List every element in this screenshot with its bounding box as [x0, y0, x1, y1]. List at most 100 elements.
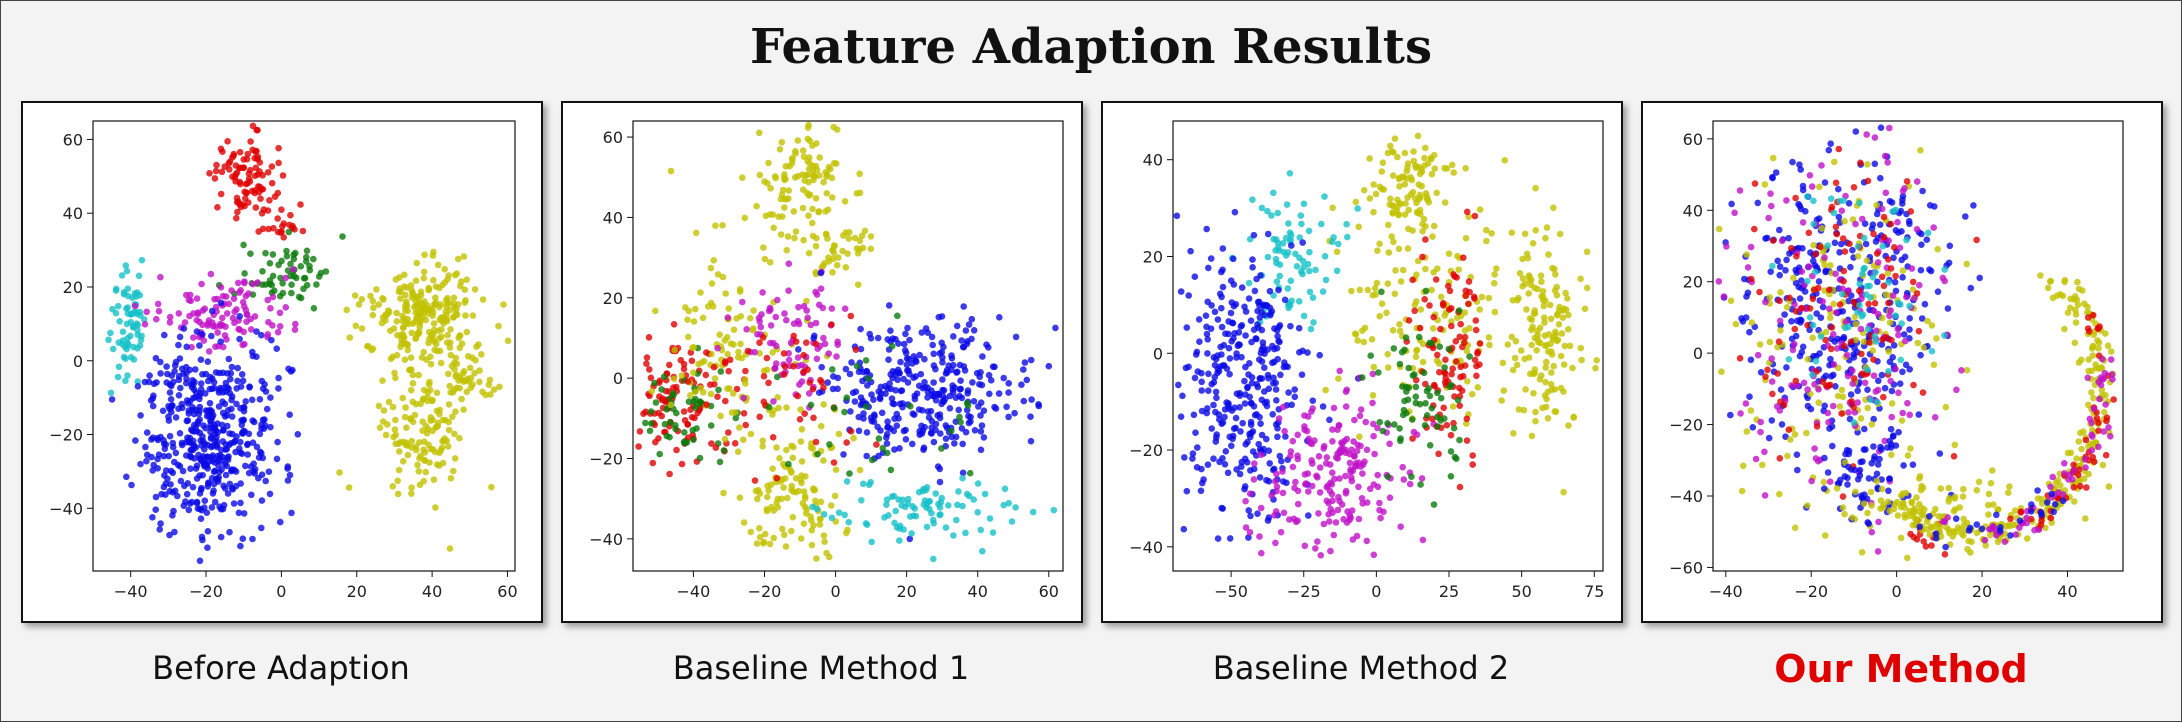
scatter-point: [895, 415, 902, 422]
scatter-point: [2096, 395, 2103, 403]
scatter-point: [804, 157, 811, 165]
scatter-point: [1195, 316, 1203, 323]
scatter-point: [824, 206, 832, 213]
scatter-point: [1448, 318, 1455, 325]
scatter-point: [708, 350, 715, 358]
scatter-point: [1449, 403, 1457, 410]
scatter-point: [1370, 551, 1378, 559]
scatter-point: [682, 304, 689, 311]
scatter-point: [1282, 433, 1289, 440]
scatter-point: [2100, 375, 2107, 383]
scatter-point: [1052, 324, 1059, 332]
scatter-point: [1900, 331, 1908, 338]
scatter-point: [1918, 241, 1925, 248]
scatter-point: [1804, 386, 1811, 393]
scatter-point: [190, 334, 197, 341]
scatter-point: [1744, 264, 1752, 271]
scatter-point: [1219, 419, 1227, 426]
scatter-point: [1924, 317, 1931, 325]
scatter-point: [893, 422, 901, 430]
scatter-point: [189, 483, 197, 491]
scatter-point: [1441, 199, 1449, 206]
scatter-point: [995, 390, 1003, 397]
scatter-point: [1919, 187, 1926, 195]
scatter-point: [1284, 285, 1292, 292]
scatter-point: [865, 375, 872, 383]
scatter-point: [1857, 415, 1865, 422]
scatter-point: [1973, 486, 1981, 494]
scatter-point: [219, 343, 227, 351]
scatter-point: [1285, 389, 1292, 396]
scatter-point: [1559, 314, 1567, 321]
scatter-point: [1309, 294, 1317, 301]
scatter-point: [1873, 398, 1881, 406]
scatter-point: [794, 137, 802, 144]
scatter-point: [1528, 316, 1536, 324]
scatter-point: [707, 264, 715, 272]
scatter-point: [1441, 364, 1448, 371]
scatter-point: [1869, 347, 1877, 354]
scatter-point: [890, 427, 898, 435]
scatter-point: [1825, 146, 1833, 154]
scatter-point: [1811, 381, 1818, 388]
scatter-point: [773, 373, 781, 381]
scatter-point: [165, 452, 172, 460]
scatter-point: [1547, 381, 1555, 388]
y-tick-label: 60: [603, 128, 623, 147]
scatter-point: [1203, 225, 1210, 233]
scatter-point: [1818, 225, 1826, 232]
scatter-point: [495, 322, 502, 330]
scatter-point: [1185, 363, 1192, 371]
scatter-point: [2001, 538, 2009, 545]
scatter-point: [1185, 292, 1192, 299]
scatter-point: [1839, 493, 1847, 500]
scatter-point: [888, 342, 896, 350]
scatter-point: [1331, 475, 1338, 483]
scatter-point: [1718, 368, 1725, 376]
scatter-point: [241, 428, 248, 435]
scatter-point: [684, 421, 691, 428]
scatter-point: [2051, 501, 2059, 508]
scatter-point: [268, 163, 276, 170]
scatter-point: [1029, 508, 1037, 516]
scatter-point: [1798, 304, 1806, 312]
scatter-point: [2074, 301, 2082, 309]
scatter-point: [820, 178, 827, 186]
scatter-point: [1284, 249, 1292, 256]
scatter-point: [1309, 397, 1317, 405]
scatter-point: [392, 431, 400, 439]
scatter-point: [188, 343, 195, 351]
scatter-point: [800, 520, 808, 527]
scatter-point: [1383, 309, 1390, 317]
scatter-point: [1286, 170, 1294, 177]
scatter-point: [1329, 469, 1336, 477]
scatter-point: [148, 453, 155, 461]
scatter-point: [722, 397, 729, 405]
y-tick-label: −20: [1669, 416, 1703, 435]
scatter-point: [1764, 366, 1771, 374]
scatter-point: [830, 242, 838, 249]
scatter-point: [1903, 236, 1910, 244]
scatter-point: [1231, 404, 1238, 412]
scatter-point: [1887, 425, 1895, 433]
y-tick-label: −20: [589, 450, 623, 469]
scatter-point: [1895, 331, 1902, 339]
scatter-point: [1810, 197, 1817, 205]
scatter-point: [1242, 524, 1250, 531]
scatter-point: [118, 272, 126, 279]
scatter-point: [463, 328, 471, 336]
scatter-point: [788, 486, 795, 494]
scatter-point: [240, 241, 247, 249]
scatter-point: [1378, 300, 1386, 307]
scatter-point: [1817, 333, 1825, 340]
scatter-point: [1279, 403, 1287, 411]
scatter-point: [928, 333, 936, 341]
scatter-point: [1831, 158, 1838, 166]
scatter-point: [1886, 507, 1894, 515]
scatter-point: [424, 302, 431, 309]
scatter-point: [918, 329, 926, 336]
scatter-point: [1457, 320, 1464, 328]
scatter-point: [945, 362, 952, 369]
scatter-point: [985, 371, 993, 379]
scatter-point: [1881, 384, 1889, 392]
